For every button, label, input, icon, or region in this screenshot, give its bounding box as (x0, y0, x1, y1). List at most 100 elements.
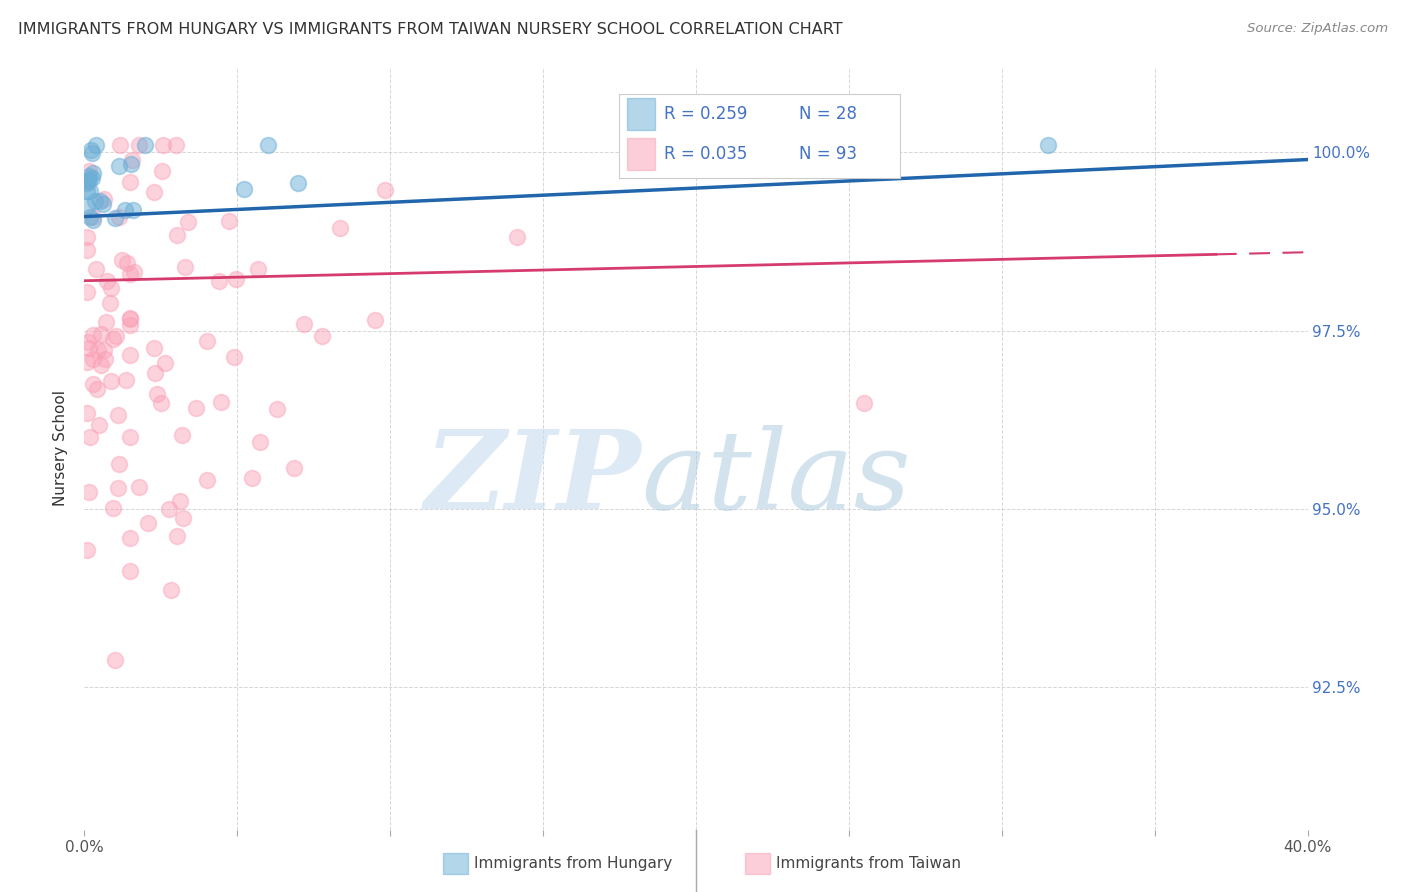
Point (209, 395, 232, 409)
Point (80, 143, 103, 157)
Point (165, 138, 187, 153)
Point (153, 356, 176, 370)
Point (506, 230, 529, 244)
Point (329, 221, 352, 235)
Point (115, 256, 138, 270)
Point (120, 175, 142, 189)
Point (128, 138, 150, 153)
Point (150, 164, 173, 178)
Point (93, 192, 115, 206)
Point (134, 138, 156, 153)
Point (184, 401, 207, 416)
Point (240, 471, 263, 485)
Point (120, 531, 142, 545)
Text: ZIP: ZIP (425, 425, 641, 533)
Point (77, 173, 100, 187)
Text: atlas: atlas (641, 425, 911, 533)
Point (142, 341, 165, 355)
Point (120, 564, 142, 578)
Point (80, 145, 103, 160)
Point (166, 227, 188, 242)
Point (76, 184, 98, 198)
Point (100, 281, 122, 295)
Point (108, 211, 131, 225)
Point (82, 166, 104, 180)
Text: Immigrants from Hungary: Immigrants from Hungary (474, 856, 672, 871)
Point (218, 214, 240, 228)
Point (108, 159, 131, 173)
Point (93, 343, 115, 358)
Point (121, 153, 143, 167)
Point (685, 144, 707, 158)
Text: IMMIGRANTS FROM HUNGARY VS IMMIGRANTS FROM TAIWAN NURSERY SCHOOL CORRELATION CHA: IMMIGRANTS FROM HUNGARY VS IMMIGRANTS FR… (18, 22, 844, 37)
Point (853, 395, 876, 409)
Point (82, 351, 104, 366)
Point (79, 430, 101, 444)
Bar (627, 137, 655, 169)
Text: R = 0.259: R = 0.259 (664, 105, 747, 123)
Point (233, 181, 256, 195)
Point (120, 429, 142, 443)
Text: Source: ZipAtlas.com: Source: ZipAtlas.com (1247, 22, 1388, 36)
Point (84, 138, 107, 153)
Point (122, 203, 145, 218)
Bar (627, 98, 655, 130)
Point (76, 355, 98, 369)
Point (120, 268, 142, 282)
Point (160, 583, 183, 598)
Point (120, 156, 142, 170)
Point (107, 481, 129, 495)
Point (124, 265, 146, 279)
Point (76, 285, 98, 299)
Point (77, 335, 100, 350)
Text: N = 28: N = 28 (799, 105, 856, 123)
Point (107, 408, 129, 422)
Point (76, 244, 98, 258)
Point (128, 480, 150, 494)
Point (225, 272, 247, 286)
Point (90, 326, 112, 341)
Point (166, 529, 188, 543)
Point (84, 261, 107, 276)
Point (363, 312, 385, 326)
Point (174, 260, 197, 274)
Point (79, 341, 101, 355)
Point (142, 185, 165, 199)
Point (195, 334, 218, 349)
Point (76, 543, 98, 558)
Point (82, 376, 104, 391)
Point (76, 230, 98, 244)
Point (108, 138, 131, 153)
Point (107, 458, 129, 472)
Point (294, 317, 316, 331)
Point (86, 382, 108, 396)
Point (120, 348, 142, 362)
Point (157, 502, 180, 516)
Point (100, 375, 122, 389)
Point (103, 501, 125, 516)
Point (283, 461, 305, 475)
Point (104, 328, 127, 343)
Point (143, 366, 166, 380)
Point (120, 311, 142, 326)
Point (77, 163, 100, 178)
Point (86, 343, 108, 357)
Point (115, 373, 138, 387)
Point (87, 417, 110, 432)
Point (222, 351, 245, 365)
Text: N = 93: N = 93 (799, 145, 856, 163)
Point (120, 318, 142, 333)
Point (93, 352, 115, 367)
Point (374, 183, 396, 197)
Point (79, 184, 101, 198)
Point (172, 428, 194, 442)
Point (76, 174, 98, 188)
Point (177, 215, 200, 229)
Point (82, 213, 104, 227)
Point (257, 138, 280, 153)
Point (169, 494, 191, 508)
Point (104, 211, 127, 225)
Point (146, 387, 169, 401)
Point (104, 653, 127, 667)
Point (110, 252, 132, 267)
